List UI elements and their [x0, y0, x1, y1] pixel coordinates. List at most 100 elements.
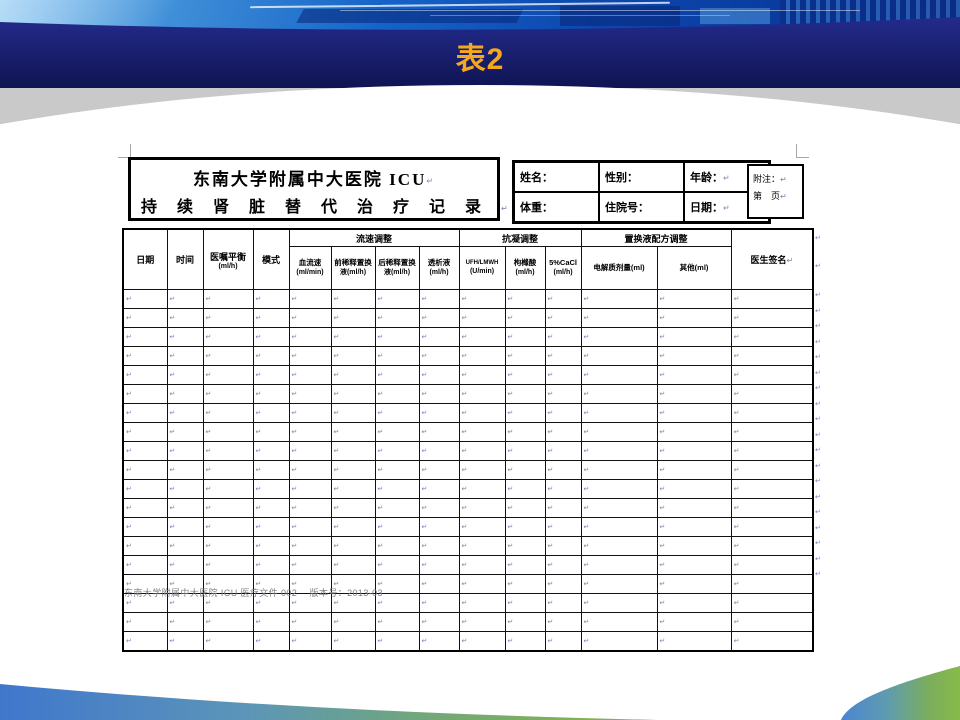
- cell-end-mark: ↵: [421, 333, 428, 341]
- cell-end-mark: ↵: [733, 637, 740, 645]
- table-row: ↵ ↵ ↵ ↵ ↵ ↵ ↵ ↵ ↵ ↵ ↵ ↵ ↵ ↵: [122, 498, 814, 518]
- table-row: ↵ ↵ ↵ ↵ ↵ ↵ ↵ ↵ ↵ ↵ ↵ ↵ ↵ ↵: [122, 460, 814, 480]
- cell-end-mark: ↵: [205, 580, 212, 588]
- cell-end-mark: ↵: [377, 371, 384, 379]
- body-cell: ↵: [166, 289, 204, 309]
- cell-end-mark: ↵: [377, 409, 384, 417]
- cell-end-mark: ↵: [377, 542, 384, 550]
- cell-end-mark: ↵: [205, 371, 212, 379]
- cell-end-mark: ↵: [205, 485, 212, 493]
- cell-end-mark: ↵: [291, 618, 298, 626]
- body-cell: ↵: [730, 536, 814, 556]
- cell-end-mark: ↵: [583, 352, 590, 360]
- body-cell: ↵: [122, 289, 168, 309]
- cell-end-mark: ↵: [421, 428, 428, 436]
- table-row: ↵ ↵ ↵ ↵ ↵ ↵ ↵ ↵ ↵ ↵ ↵ ↵ ↵ ↵: [122, 517, 814, 537]
- row-end-mark: ↵: [815, 369, 821, 377]
- cell-end-mark: ↵: [461, 428, 468, 436]
- form-name: 持续肾脏替代治疗记录↵: [131, 193, 508, 217]
- form-title-box: 东南大学附属中大医院 ICU↵ 持续肾脏替代治疗记录↵: [128, 157, 508, 221]
- body-cell: ↵: [166, 441, 204, 461]
- cell-end-mark: ↵: [507, 466, 514, 474]
- cell-end-mark: ↵: [169, 314, 176, 322]
- cell-end-mark: ↵: [421, 637, 428, 645]
- cell-end-mark: ↵: [421, 409, 428, 417]
- body-cell: ↵: [122, 460, 168, 480]
- cell-end-mark: ↵: [126, 485, 132, 493]
- cell-end-mark: ↵: [255, 485, 262, 493]
- body-cell: ↵: [580, 536, 658, 556]
- body-cell: ↵: [580, 422, 658, 442]
- cell-end-mark: ↵: [547, 390, 554, 398]
- cell-end-mark: ↵: [547, 428, 554, 436]
- body-cell: ↵: [458, 498, 506, 518]
- cell-end-mark: ↵: [126, 371, 132, 379]
- cell-end-mark: ↵: [461, 542, 468, 550]
- header-cell: UFH/LMWH (U/min): [458, 246, 506, 290]
- body-cell: ↵: [166, 346, 204, 366]
- body-cell: ↵: [374, 555, 420, 575]
- cell-end-mark: ↵: [421, 599, 428, 607]
- cell-end-mark: ↵: [461, 352, 468, 360]
- crrt-record-table: 日期 时间 医嘱平衡 (ml/h) 模式 流速调整 抗凝调整 置换液配方调整 医生签名↵ 血流速(…: [122, 228, 815, 652]
- cell-end-mark: ↵: [126, 428, 132, 436]
- cell-end-mark: ↵: [377, 390, 384, 398]
- body-cell: ↵: [458, 536, 506, 556]
- cell-end-mark: ↵: [583, 428, 590, 436]
- body-cell: ↵: [656, 536, 732, 556]
- cell-end-mark: ↵: [507, 599, 514, 607]
- cell-end-mark: ↵: [255, 390, 262, 398]
- cell-end-mark: ↵: [126, 637, 132, 645]
- cell-end-mark: ↵: [255, 523, 262, 531]
- cell-end-mark: ↵: [126, 314, 132, 322]
- cell-end-mark: ↵: [733, 352, 740, 360]
- header-cell: 电解质剂量(ml): [580, 246, 658, 290]
- cell-end-mark: ↵: [461, 504, 468, 512]
- body-cell: ↵: [288, 612, 332, 632]
- cell-end-mark: ↵: [205, 390, 212, 398]
- body-cell: ↵: [504, 308, 546, 328]
- body-cell: ↵: [580, 593, 658, 613]
- body-cell: ↵: [252, 308, 290, 328]
- body-cell: ↵: [656, 612, 732, 632]
- body-cell: ↵: [504, 403, 546, 423]
- body-cell: ↵: [374, 403, 420, 423]
- body-cell: ↵: [580, 517, 658, 537]
- cell-end-mark: ↵: [507, 447, 514, 455]
- cell-end-mark: ↵: [583, 333, 590, 341]
- cell-end-mark: ↵: [659, 390, 666, 398]
- circuit-block: [700, 8, 770, 24]
- cell-end-mark: ↵: [291, 466, 298, 474]
- row-end-mark: ↵: [815, 416, 821, 423]
- note-label: 附注：: [753, 174, 781, 184]
- cell-end-mark: ↵: [377, 580, 384, 588]
- cell-end-mark: ↵: [126, 542, 132, 550]
- cell-end-mark: ↵: [547, 447, 554, 455]
- row-end-mark: ↵: [815, 307, 821, 315]
- body-cell: ↵: [458, 593, 506, 613]
- cell-end-mark: ↵: [507, 523, 514, 531]
- body-cell: ↵: [202, 384, 254, 404]
- field-name: 姓名：: [512, 160, 600, 193]
- body-cell: ↵: [580, 498, 658, 518]
- body-cell: ↵: [252, 479, 290, 499]
- cell-end-mark: ↵: [255, 409, 262, 417]
- cell-end-mark: ↵: [333, 390, 340, 398]
- table-row: ↵ ↵ ↵ ↵ ↵ ↵ ↵ ↵ ↵ ↵ ↵ ↵ ↵ ↵: [122, 555, 814, 575]
- cell-end-mark: ↵: [507, 314, 514, 322]
- body-cell: ↵: [288, 536, 332, 556]
- body-cell: ↵: [252, 327, 290, 347]
- row-end-mark: ↵: [815, 555, 821, 563]
- body-cell: ↵: [252, 555, 290, 575]
- cell-end-mark: ↵: [461, 523, 468, 531]
- cell-end-mark: ↵: [583, 371, 590, 379]
- cell-end-mark: ↵: [461, 618, 468, 626]
- body-cell: ↵: [730, 365, 814, 385]
- cell-end-mark: ↵: [547, 504, 554, 512]
- body-cell: ↵: [330, 631, 376, 652]
- cell-end-mark: ↵: [333, 523, 340, 531]
- body-cell: ↵: [418, 422, 460, 442]
- body-cell: ↵: [418, 479, 460, 499]
- cell-end-mark: ↵: [547, 580, 554, 588]
